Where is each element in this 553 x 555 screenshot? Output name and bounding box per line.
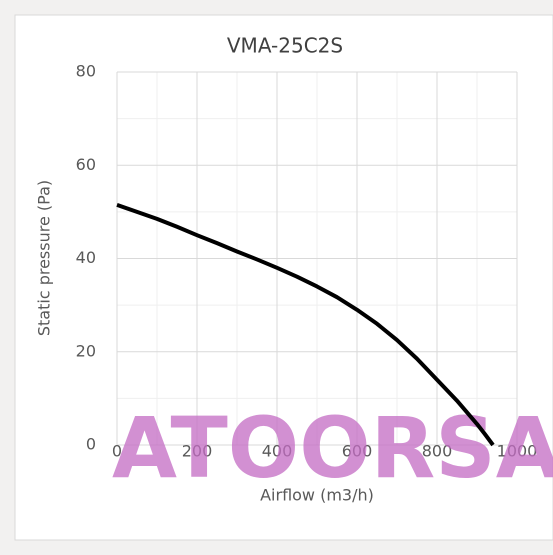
y-tick-label: 80: [76, 62, 96, 81]
y-tick-label: 20: [76, 341, 96, 360]
x-tick-label: 400: [262, 442, 293, 461]
y-tick-label: 40: [76, 248, 96, 267]
data-line: [116, 202, 495, 447]
y-tick-label: 60: [76, 155, 96, 174]
x-tick-label: 0: [112, 442, 122, 461]
x-tick-label: 600: [342, 442, 373, 461]
chart-title: VMA-25C2S: [227, 34, 343, 58]
x-axis-label: Airflow (m3/h): [260, 486, 374, 505]
x-tick-label: 800: [422, 442, 453, 461]
x-tick-label: 1000: [497, 442, 538, 461]
y-axis-label: Static pressure (Pa): [35, 180, 54, 336]
x-tick-label: 200: [182, 442, 213, 461]
y-tick-label: 0: [86, 435, 96, 454]
chart-area: [14, 14, 553, 541]
watermark: ATOORSAN: [112, 399, 553, 497]
